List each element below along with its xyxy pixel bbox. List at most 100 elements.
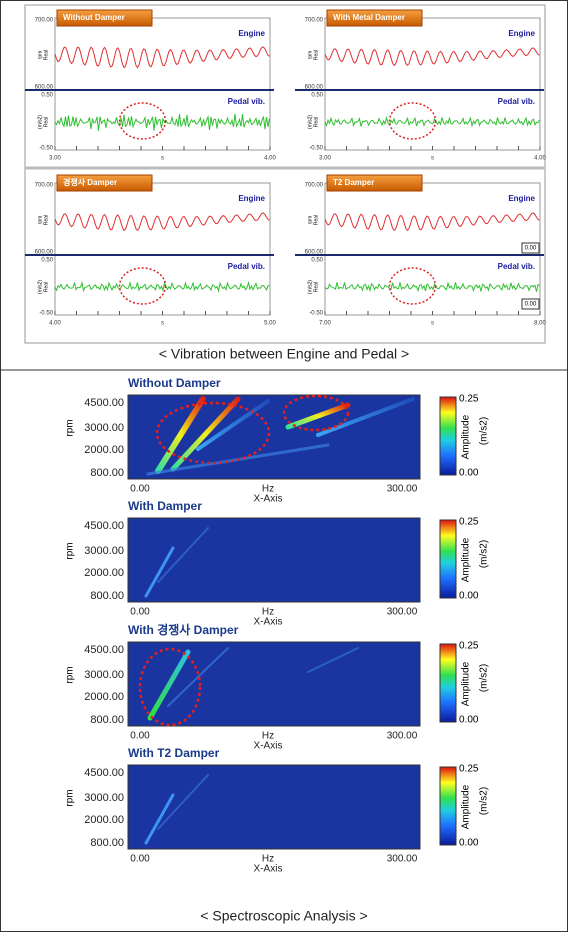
series-label: Engine — [508, 194, 535, 203]
y-tick-label: 600.00 — [35, 85, 54, 91]
x-tick-label: 5.00 — [264, 321, 276, 327]
engine-wave — [324, 47, 540, 67]
y-tick-label: -0.50 — [309, 146, 323, 152]
x-tick-label: 0.00 — [130, 484, 150, 495]
pedal-wave — [324, 115, 540, 128]
colorbar-label: Amplitude — [461, 661, 472, 706]
series-label: Engine — [238, 29, 265, 38]
y-tick-label: 0.50 — [311, 93, 323, 99]
title-tab — [56, 174, 153, 192]
y-axis-label: Real — [313, 282, 319, 292]
plot-area — [324, 182, 541, 316]
colorbar-tick: 0.00 — [459, 838, 479, 849]
y-tick-label: 700.00 — [305, 18, 324, 24]
series-label: Pedal vib. — [228, 262, 265, 271]
panel-title: With 경쟁사 Damper — [128, 622, 239, 637]
colorbar-unit: (m/s2) — [479, 664, 490, 692]
x-tick-label: 3.00 — [319, 156, 331, 162]
y-tick-label: 0.50 — [41, 93, 53, 99]
y-tick-label: 3000.00 — [84, 422, 124, 434]
y-tick-label: 800.00 — [90, 837, 124, 849]
y-tick-label: 4500.00 — [84, 644, 124, 656]
colorbar-unit: (m/s2) — [479, 787, 490, 815]
colorbar-tick: 0.00 — [459, 591, 479, 602]
streak — [307, 647, 359, 673]
highlight — [138, 647, 202, 727]
title-tab — [56, 9, 153, 27]
marker-label: 0.00 — [525, 246, 537, 252]
y-tick-label: 800.00 — [90, 590, 124, 602]
y-tick-label: 3000.00 — [84, 545, 124, 557]
x-tick-label: 0.00 — [130, 854, 150, 865]
y-tick-label: 700.00 — [305, 183, 324, 189]
panel-title: With T2 Damper — [128, 746, 220, 760]
y-axis-label: (m/s2) — [37, 115, 43, 130]
x-tick-label: 4.00 — [534, 156, 546, 162]
streak — [144, 546, 175, 598]
series-label: Engine — [508, 29, 535, 38]
caption: < Vibration between Engine and Pedal > — [159, 346, 409, 362]
engine-wave — [54, 212, 270, 232]
panel-title: Without Damper — [63, 13, 125, 22]
panel-title: T2 Damper — [333, 178, 374, 187]
pedal-wave — [54, 113, 270, 131]
pedal-wave — [324, 281, 540, 293]
streak — [157, 774, 209, 830]
x-tick-label: 4.00 — [49, 321, 61, 327]
streak — [285, 402, 351, 430]
y-tick-label: 600.00 — [305, 85, 324, 91]
y-tick-label: 2000.00 — [84, 444, 124, 456]
y-tick-label: 4500.00 — [84, 397, 124, 409]
panel-title: With Metal Damper — [333, 13, 405, 22]
panel-title: With Damper — [128, 499, 202, 513]
y-tick-label: 4500.00 — [84, 767, 124, 779]
y-tick-label: 3000.00 — [84, 792, 124, 804]
y-axis-label: rpm — [307, 216, 313, 225]
x-tick-label: 8.00 — [534, 321, 546, 327]
x-tick-label: Hz — [262, 607, 274, 618]
y-axis-label: (m/s2) — [307, 115, 313, 130]
x-axis-label: X-Axis — [254, 864, 283, 875]
colorbar-label: Amplitude — [461, 414, 472, 459]
x-axis-label: X-Axis — [254, 741, 283, 752]
streak — [144, 793, 175, 845]
y-axis-label: rpm — [65, 789, 76, 806]
panel-title: 경쟁사 Damper — [63, 177, 117, 187]
plot-area — [324, 17, 541, 151]
colorbar-tick: 0.25 — [459, 641, 479, 652]
x-tick-label: 4.00 — [264, 156, 276, 162]
highlight — [118, 267, 167, 305]
y-axis-label: (m/s2) — [307, 280, 313, 295]
y-axis-label: Real — [43, 215, 49, 225]
x-tick-label: 300.00 — [387, 607, 418, 618]
y-axis-label: Real — [43, 50, 49, 60]
title-tab — [326, 174, 423, 192]
y-axis-label: Real — [313, 215, 319, 225]
marker-box — [521, 298, 540, 310]
colorbar-tick: 0.00 — [459, 468, 479, 479]
colorbar-unit: (m/s2) — [479, 540, 490, 568]
y-tick-label: 800.00 — [90, 467, 124, 479]
vibration-panels: Without Damper Engine Pedal vib. 700.00 600.… — [25, 9, 546, 327]
y-axis-label: (m/s2) — [37, 280, 43, 295]
y-axis-label: Real — [313, 50, 319, 60]
streak — [167, 647, 229, 707]
spectrogram-panels: Without Damper 4500.00 3000.00 2000.00 800.0… — [65, 376, 490, 874]
spectrogram — [127, 641, 421, 727]
series-label: Engine — [238, 194, 265, 203]
x-axis-label: X-Axis — [254, 494, 283, 505]
y-tick-label: -0.50 — [309, 311, 323, 317]
y-tick-label: 600.00 — [305, 250, 324, 256]
y-tick-label: 800.00 — [90, 714, 124, 726]
colorbar — [439, 396, 457, 476]
x-tick-label: 7.00 — [319, 321, 331, 327]
y-tick-label: 600.00 — [35, 250, 54, 256]
x-tick-label: Hz — [262, 731, 274, 742]
engine-wave — [54, 46, 270, 69]
marker-label: 0.00 — [525, 302, 537, 308]
highlight — [155, 401, 271, 465]
colorbar-unit: (m/s2) — [479, 417, 490, 445]
streak — [316, 397, 415, 437]
x-tick-label: 300.00 — [387, 854, 418, 865]
